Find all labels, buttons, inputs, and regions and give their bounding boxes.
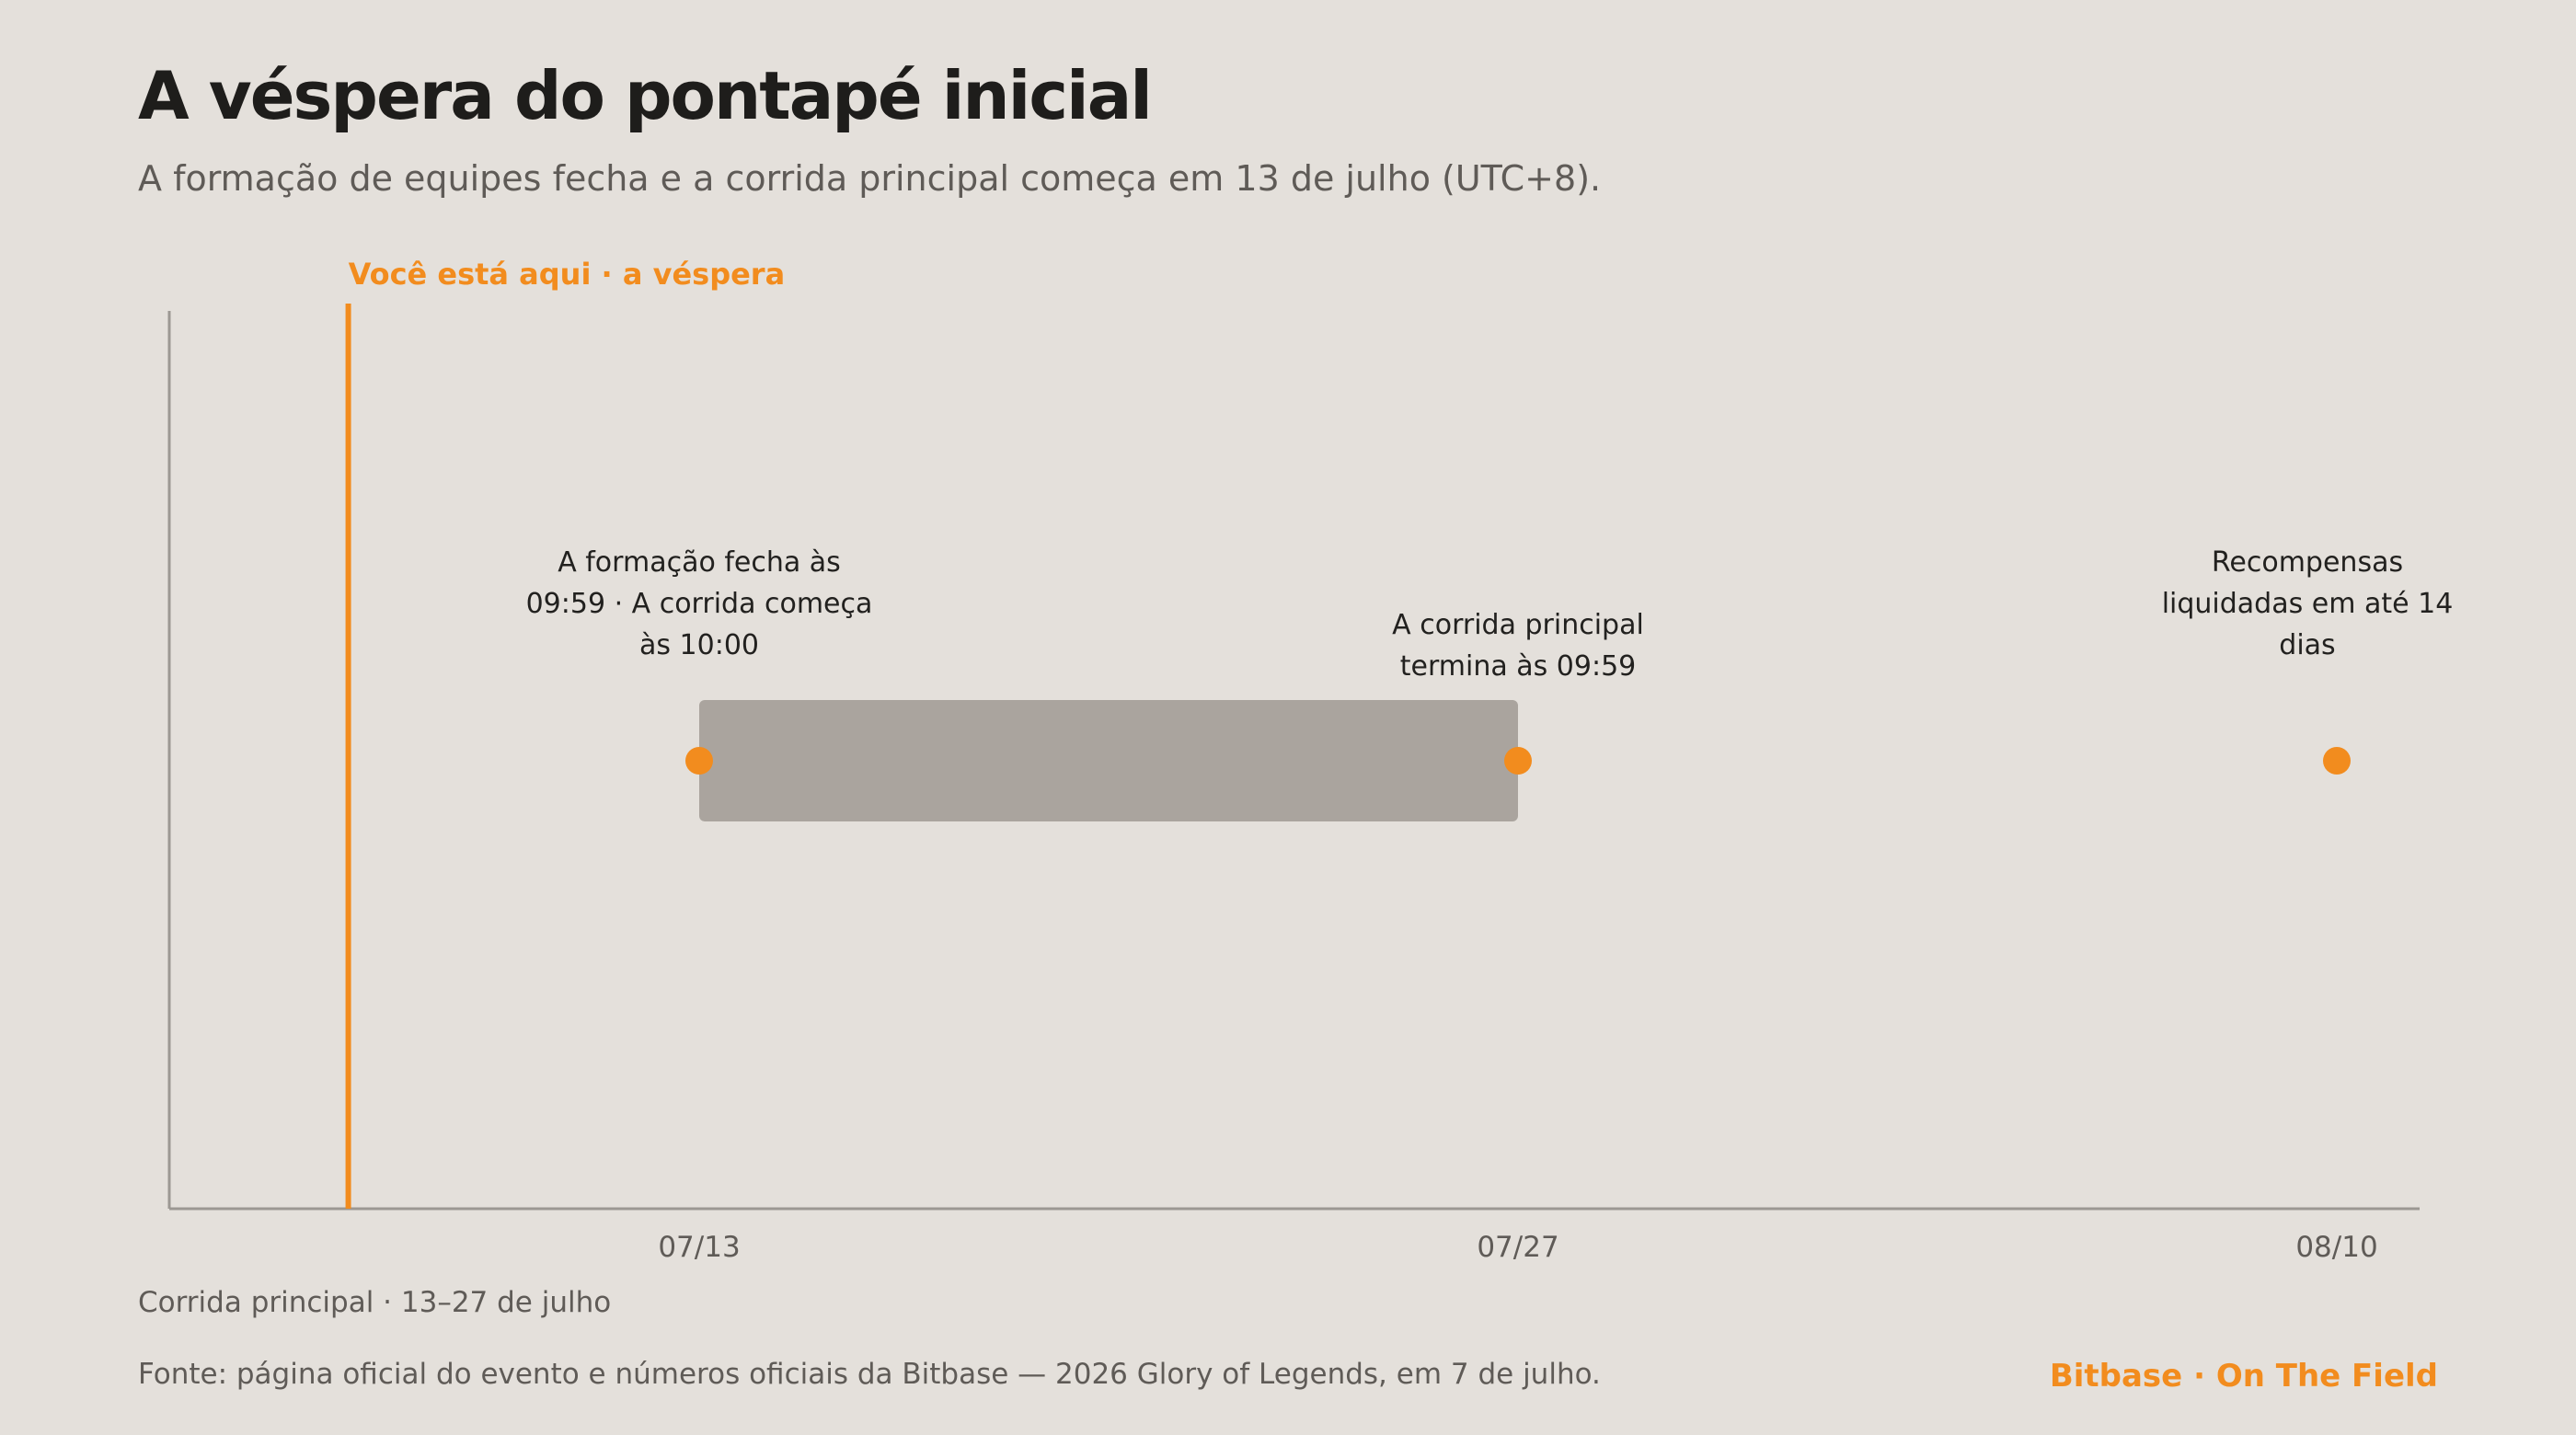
source-note: Fonte: página oficial do evento e número… bbox=[138, 1358, 1601, 1391]
event-label-line: às 10:00 bbox=[639, 629, 759, 661]
event-dot bbox=[1504, 747, 1532, 775]
event-dot bbox=[685, 747, 713, 775]
event-label: A corrida principal termina às 09:59 bbox=[1392, 609, 1644, 683]
x-tick-label: 07/27 bbox=[1477, 1231, 1558, 1264]
event-label-line: termina às 09:59 bbox=[1400, 650, 1637, 683]
event-dot bbox=[2323, 747, 2351, 775]
x-tick-label: 08/10 bbox=[2295, 1231, 2377, 1264]
x-tick-label: 07/13 bbox=[658, 1231, 740, 1264]
event-label-line: A corrida principal bbox=[1392, 609, 1644, 641]
event-label: A formação fecha às 09:59 · A corrida com… bbox=[526, 546, 873, 661]
event-label: Recompensas liquidadas em até 14 dias bbox=[2162, 546, 2454, 661]
event-label-line: 09:59 · A corrida começa bbox=[526, 588, 873, 620]
page-subtitle: A formação de equipes fecha e a corrida … bbox=[138, 158, 1602, 199]
event-label-line: liquidadas em até 14 bbox=[2162, 588, 2454, 620]
event-label-line: A formação fecha às bbox=[558, 546, 841, 579]
event-label-line: Recompensas bbox=[2212, 546, 2403, 579]
range-bar bbox=[699, 700, 1518, 821]
event-label-line: dias bbox=[2279, 629, 2335, 661]
page-title: A véspera do pontapé inicial bbox=[138, 57, 1153, 134]
range-bar-caption: Corrida principal · 13–27 de julho bbox=[138, 1286, 612, 1319]
brand-label: Bitbase · On The Field bbox=[2049, 1358, 2438, 1395]
current-marker-label: Você está aqui · a véspera bbox=[349, 257, 786, 292]
